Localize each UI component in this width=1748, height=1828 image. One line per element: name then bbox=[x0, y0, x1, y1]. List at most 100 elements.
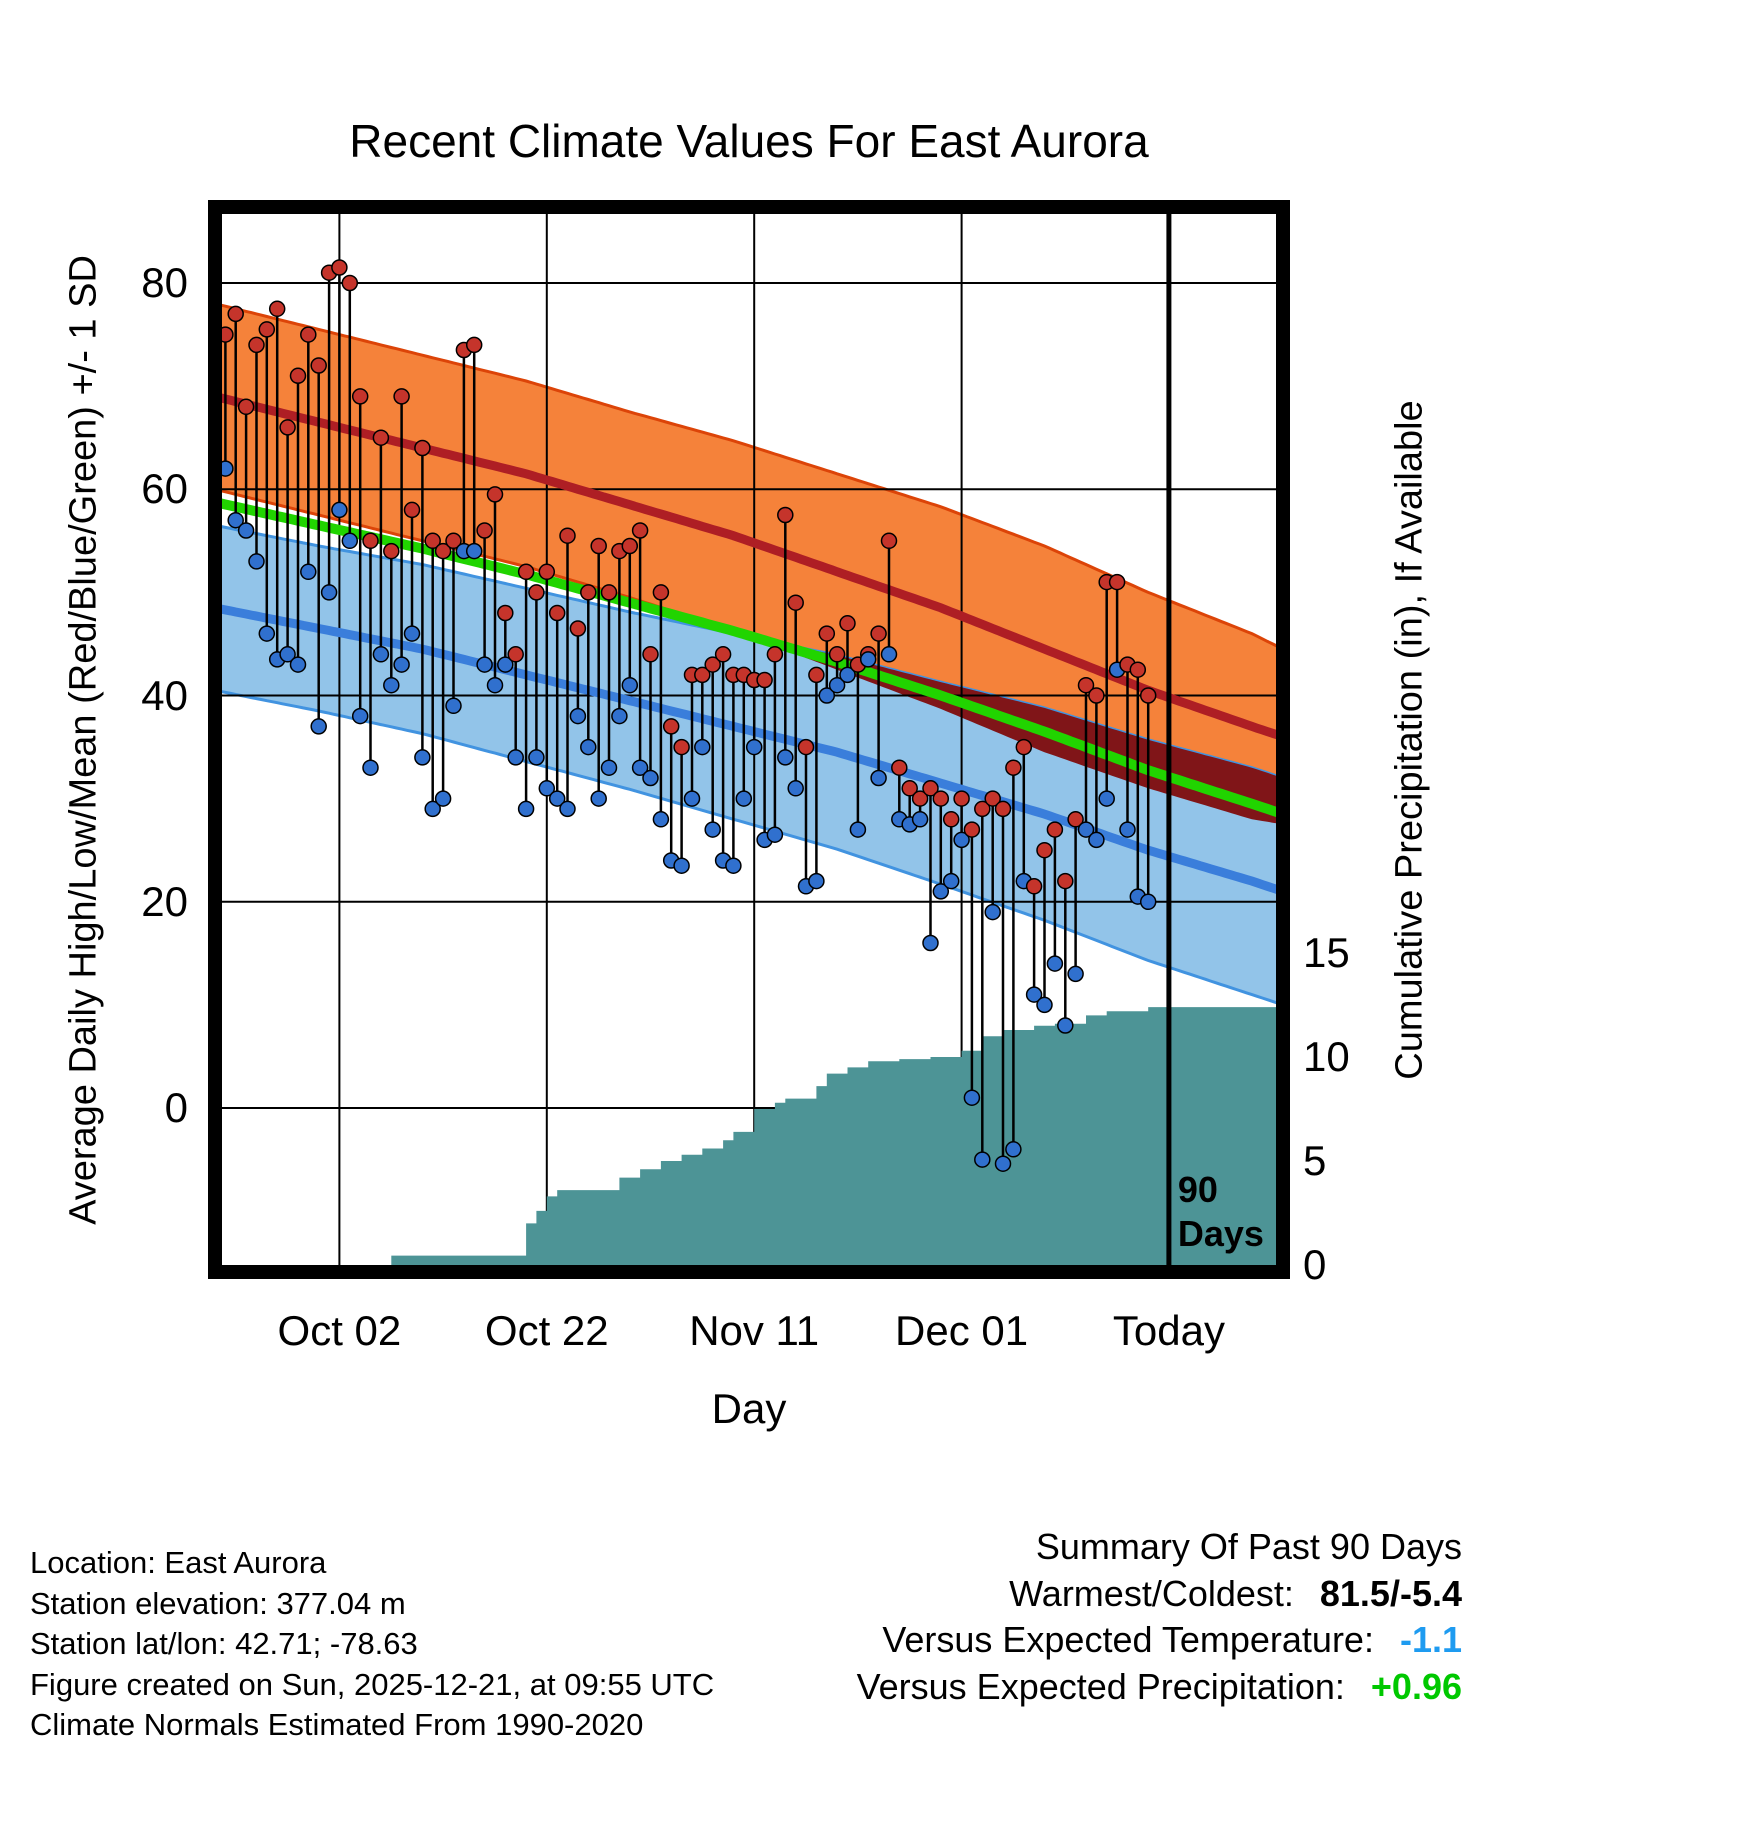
obs-high-dot bbox=[787, 594, 804, 611]
obs-low-dot bbox=[538, 780, 556, 797]
vs-precip-value: +0.96 bbox=[1370, 1665, 1462, 1707]
obs-low-dot bbox=[300, 563, 317, 581]
obs-high-dot bbox=[383, 542, 400, 560]
vs-temp-label: Versus Expected Temperature: bbox=[882, 1619, 1374, 1660]
obs-high-dot bbox=[1046, 821, 1064, 838]
obs-low-dot bbox=[279, 646, 296, 663]
y-tick-label-left: 20 bbox=[141, 877, 188, 925]
obs-high-dot bbox=[642, 646, 659, 663]
obs-low-dot bbox=[839, 666, 856, 684]
obs-low-dot bbox=[974, 1151, 991, 1168]
obs-low-dot bbox=[673, 857, 690, 874]
footnote-elevation: Station elevation: 377.04 m bbox=[30, 1585, 406, 1621]
obs-low-dot bbox=[351, 707, 369, 725]
obs-low-dot bbox=[1005, 1141, 1022, 1158]
obs-low-dot bbox=[310, 718, 327, 735]
obs-low-dot bbox=[994, 1155, 1012, 1172]
obs-high-dot bbox=[1015, 738, 1033, 756]
obs-low-dot bbox=[942, 872, 960, 890]
obs-high-dot bbox=[1067, 811, 1084, 828]
obs-high-dot bbox=[351, 388, 369, 405]
summary-vs-temp: Versus Expected Temperature: -1.1 bbox=[857, 1617, 1462, 1664]
obs-high-dot bbox=[569, 620, 587, 637]
obs-high-dot bbox=[694, 666, 711, 684]
x-tick-label: Today bbox=[1112, 1307, 1225, 1354]
precip-cumulative-area bbox=[380, 1005, 1283, 1265]
obs-high-dot bbox=[963, 821, 981, 838]
obs-high-dot bbox=[932, 790, 950, 807]
obs-low-dot bbox=[465, 542, 483, 560]
obs-high-dot bbox=[331, 259, 348, 276]
obs-high-dot bbox=[227, 305, 244, 323]
obs-high-dot bbox=[465, 336, 483, 354]
obs-low-dot bbox=[362, 759, 379, 776]
x-axis-label: Day bbox=[711, 1385, 787, 1432]
obs-high-dot bbox=[880, 532, 898, 550]
obs-high-dot bbox=[1057, 872, 1074, 890]
y-tick-label-left: 60 bbox=[141, 465, 188, 513]
obs-high-dot bbox=[424, 532, 441, 550]
y-tick-label-left: 40 bbox=[141, 671, 188, 719]
obs-high-dot bbox=[590, 537, 607, 555]
obs-low-dot bbox=[590, 790, 607, 807]
vs-temp-value: -1.1 bbox=[1399, 1619, 1462, 1660]
y-tick-label-left: 0 bbox=[164, 1084, 188, 1131]
obs-low-dot bbox=[237, 522, 255, 539]
obs-low-dot bbox=[787, 780, 804, 797]
ninety-days-label: Days bbox=[1178, 1213, 1264, 1254]
obs-high-dot bbox=[497, 604, 514, 622]
plot-border bbox=[208, 200, 1290, 1279]
footnote-latlon: Station lat/lon: 42.71; -78.63 bbox=[30, 1626, 418, 1661]
obs-low-dot bbox=[569, 707, 587, 725]
obs-high-dot bbox=[901, 780, 918, 797]
chart-title: Recent Climate Values For East Aurora bbox=[349, 115, 1149, 167]
obs-high-dot bbox=[548, 604, 566, 622]
obs-low-dot bbox=[227, 511, 244, 529]
obs-low-dot bbox=[445, 697, 462, 715]
obs-high-dot bbox=[797, 738, 815, 756]
obs-low-dot bbox=[383, 676, 400, 694]
obs-high-dot bbox=[403, 501, 421, 519]
obs-low-dot bbox=[248, 553, 265, 570]
obs-low-dot bbox=[486, 676, 504, 694]
obs-high-dot bbox=[289, 367, 307, 385]
y-tick-label-right: 5 bbox=[1303, 1137, 1327, 1184]
obs-low-dot bbox=[600, 759, 618, 776]
obs-high-dot bbox=[828, 646, 846, 663]
obs-high-dot bbox=[922, 780, 939, 797]
obs-low-dot bbox=[683, 790, 701, 807]
obs-high-dot bbox=[766, 646, 784, 663]
obs-high-dot bbox=[1077, 676, 1095, 694]
obs-high-dot bbox=[476, 522, 493, 539]
obs-low-dot bbox=[476, 656, 493, 673]
obs-high-dot bbox=[372, 429, 390, 446]
obs-low-dot bbox=[1077, 821, 1095, 838]
obs-high-dot bbox=[777, 506, 794, 524]
obs-high-dot bbox=[300, 326, 317, 343]
obs-high-dot bbox=[1025, 878, 1043, 895]
obs-high-dot bbox=[279, 419, 296, 436]
warmest-coldest-label: Warmest/Coldest: bbox=[1009, 1572, 1294, 1614]
obs-low-dot bbox=[258, 625, 276, 642]
obs-high-dot bbox=[994, 800, 1012, 818]
obs-low-dot bbox=[911, 811, 929, 828]
obs-high-dot bbox=[310, 357, 327, 374]
obs-high-dot bbox=[621, 537, 639, 555]
obs-low-dot bbox=[1046, 955, 1064, 972]
obs-low-dot bbox=[963, 1089, 981, 1106]
obs-low-dot bbox=[1139, 893, 1157, 911]
obs-low-dot bbox=[725, 857, 742, 874]
obs-low-dot bbox=[631, 759, 649, 776]
obs-high-dot bbox=[1088, 687, 1105, 704]
obs-low-dot bbox=[953, 831, 970, 849]
warmest-coldest-value: 81.5/-5.4 bbox=[1319, 1572, 1462, 1614]
obs-low-dot bbox=[559, 800, 576, 818]
obs-low-dot bbox=[289, 656, 307, 673]
obs-low-dot bbox=[1088, 831, 1105, 849]
obs-low-dot bbox=[1067, 965, 1084, 983]
obs-low-dot bbox=[766, 826, 784, 843]
mean-temp-line bbox=[215, 497, 1283, 819]
